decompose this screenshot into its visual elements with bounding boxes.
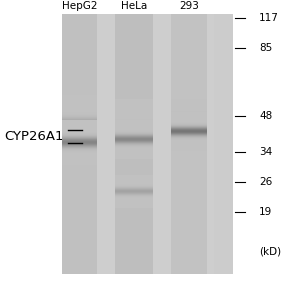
Text: HepG2: HepG2 — [62, 1, 97, 11]
Text: 26: 26 — [259, 177, 272, 187]
Text: 293: 293 — [179, 1, 199, 11]
Text: HeLa: HeLa — [121, 1, 147, 11]
Bar — [62, 14, 233, 274]
Bar — [171, 14, 207, 274]
Bar — [62, 14, 97, 274]
Text: 117: 117 — [259, 13, 279, 23]
Text: 48: 48 — [259, 111, 272, 121]
Bar — [115, 14, 153, 274]
Bar — [214, 14, 233, 274]
Text: CYP26A1: CYP26A1 — [4, 130, 64, 142]
Text: 85: 85 — [259, 43, 272, 53]
Text: 34: 34 — [259, 147, 272, 157]
Text: (kD): (kD) — [259, 247, 281, 257]
Text: 19: 19 — [259, 207, 272, 217]
